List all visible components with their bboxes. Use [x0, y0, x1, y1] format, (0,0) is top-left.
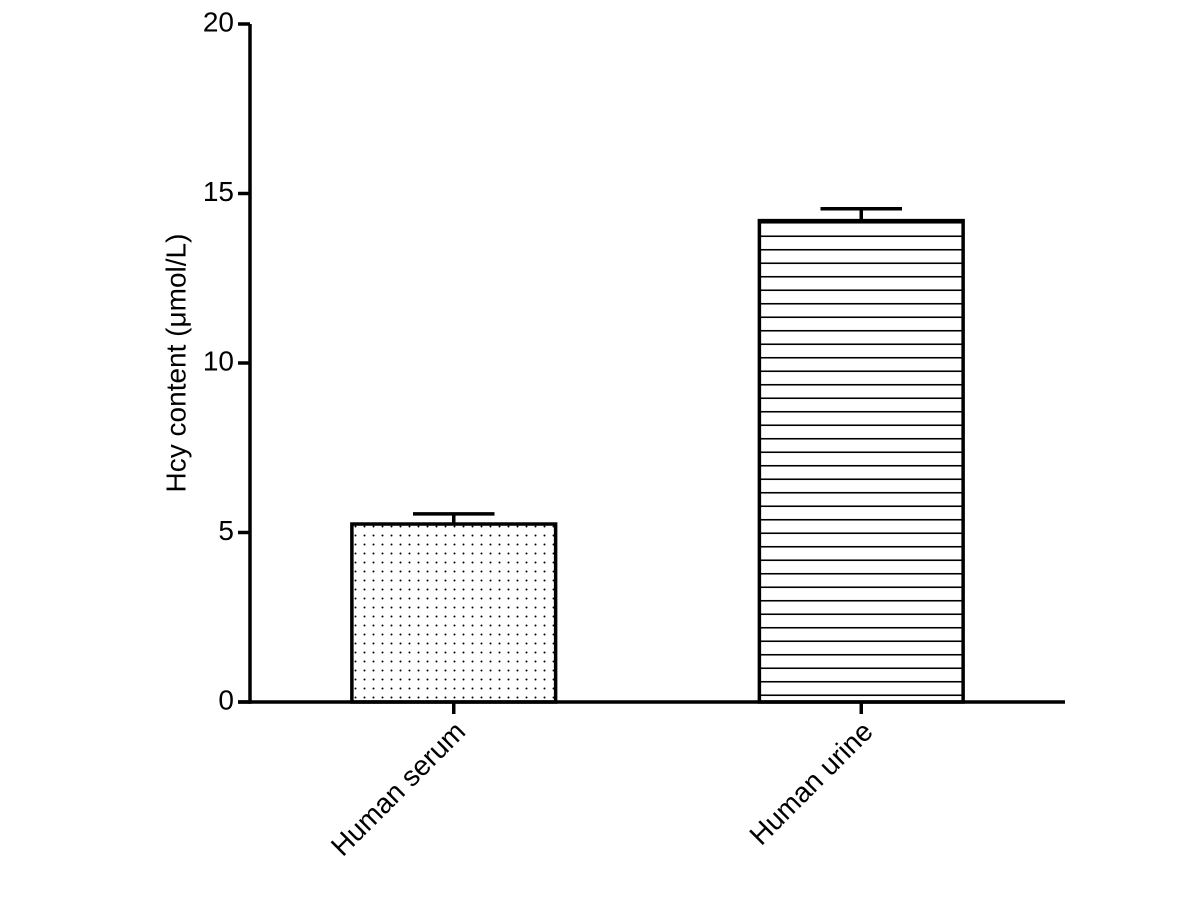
bar: [757, 218, 965, 704]
x-tick-label: Human urine: [743, 716, 878, 851]
bar: [350, 522, 558, 704]
y-tick-label: 20: [203, 6, 234, 37]
y-tick-label: 0: [218, 684, 234, 715]
y-axis-label: Hcy content (μmol/L): [160, 234, 191, 493]
x-tick-label: Human serum: [325, 716, 471, 862]
y-tick-label: 10: [203, 345, 234, 376]
y-tick-label: 15: [203, 176, 234, 207]
y-tick-label: 5: [218, 515, 234, 546]
